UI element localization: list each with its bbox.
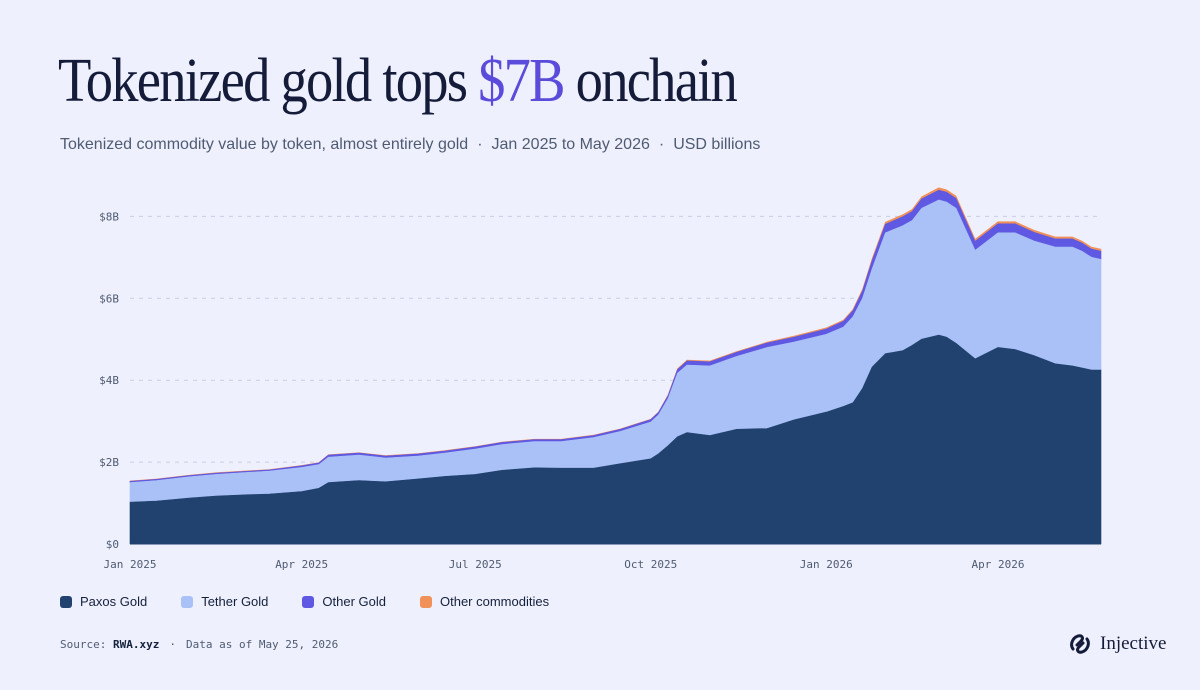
- axis-labels: $0 $2B $4B $6B $8B Jan 2025 Apr 2025 Jul 2025 Oc…: [99, 210, 1024, 571]
- brand-logo: Injective: [1068, 632, 1166, 656]
- y-tick-label: $8B: [99, 210, 119, 223]
- x-tick-label: Jan 2026: [800, 558, 853, 571]
- subtitle-units: USD billions: [673, 136, 761, 153]
- legend-label: Other commodities: [440, 594, 550, 609]
- y-tick-label: $6B: [99, 292, 119, 305]
- legend-item-paxos-gold: Paxos Gold: [60, 594, 147, 609]
- brand-name: Injective: [1100, 633, 1167, 654]
- legend-item-other-gold: Other Gold: [302, 594, 386, 609]
- title-post: onchain: [563, 47, 738, 115]
- legend-swatch: [420, 595, 432, 608]
- y-tick-label: $0: [106, 538, 119, 551]
- source-label: Source:: [60, 638, 107, 651]
- legend-label: Paxos Gold: [80, 594, 148, 609]
- x-tick-label: Jul 2025: [449, 558, 502, 571]
- area-chart: $0 $2B $4B $6B $8B Jan 2025 Apr 2025 Jul 2025 Oc…: [99, 187, 1102, 571]
- y-tick-label: $4B: [99, 374, 119, 387]
- y-tick-label: $2B: [99, 456, 119, 469]
- subtitle: Tokenized commodity value by token, almo…: [60, 136, 760, 154]
- subtitle-separator: ·: [658, 136, 665, 153]
- legend-label: Other Gold: [322, 594, 386, 609]
- subtitle-description: Tokenized commodity value by token, almo…: [60, 136, 469, 153]
- legend: Paxos Gold Tether Gold Other Gold Other …: [60, 594, 549, 609]
- x-tick-label: Jan 2025: [104, 558, 157, 571]
- x-tick-label: Apr 2026: [971, 558, 1024, 571]
- page-title: Tokenized gold tops $7B onchain: [58, 46, 738, 117]
- legend-swatch: [60, 595, 72, 608]
- legend-item-other-commodities: Other commodities: [420, 594, 549, 609]
- x-tick-label: Oct 2025: [624, 558, 677, 571]
- legend-swatch: [181, 595, 194, 608]
- data-as-of: Data as of May 25, 2026: [185, 638, 339, 651]
- subtitle-separator: ·: [477, 136, 483, 153]
- legend-item-tether-gold: Tether Gold: [181, 594, 268, 609]
- title-accent: $7B: [478, 47, 565, 115]
- injective-logo-icon: [1070, 634, 1090, 654]
- x-tick-label: Apr 2025: [275, 558, 328, 571]
- source-separator: ·: [169, 638, 176, 651]
- subtitle-date-range: Jan 2025 to May 2026: [491, 136, 650, 153]
- title-pre: Tokenized gold tops: [58, 47, 479, 115]
- source-name: RWA.xyz: [112, 638, 160, 651]
- source-note: Source: RWA.xyz · Data as of May 25, 2026: [60, 638, 338, 651]
- legend-swatch: [302, 595, 315, 608]
- legend-label: Tether Gold: [201, 594, 269, 609]
- area-series: [129, 187, 1102, 545]
- area-paxos-gold: [129, 334, 1102, 545]
